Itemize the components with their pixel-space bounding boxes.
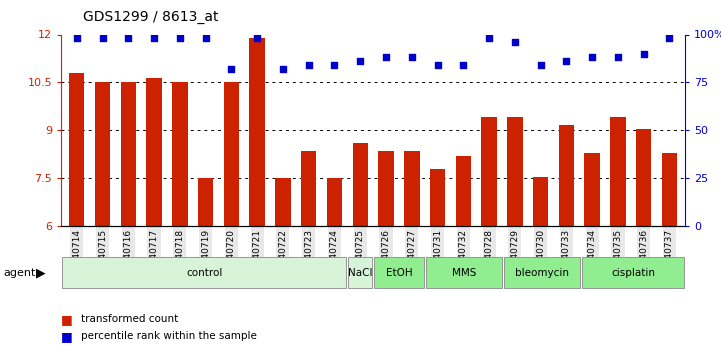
- Bar: [456, 156, 471, 226]
- Text: cisplatin: cisplatin: [611, 268, 655, 277]
- Bar: [69, 73, 84, 226]
- Bar: [582, 257, 684, 288]
- Text: ■: ■: [61, 313, 73, 326]
- Text: NaCl: NaCl: [348, 268, 372, 277]
- Text: percentile rank within the sample: percentile rank within the sample: [81, 332, 257, 341]
- Bar: [585, 152, 600, 226]
- Bar: [275, 178, 291, 226]
- Bar: [249, 38, 265, 226]
- Point: [561, 59, 572, 64]
- Bar: [610, 117, 626, 226]
- Point: [123, 36, 134, 41]
- Point: [277, 66, 288, 72]
- Point: [483, 36, 495, 41]
- Point: [71, 36, 82, 41]
- Bar: [533, 177, 549, 226]
- Text: transformed count: transformed count: [81, 314, 179, 324]
- Point: [586, 55, 598, 60]
- Bar: [507, 117, 523, 226]
- Bar: [559, 126, 574, 226]
- Text: ▶: ▶: [36, 266, 45, 279]
- Text: MMS: MMS: [452, 268, 477, 277]
- Bar: [636, 129, 652, 226]
- Bar: [353, 143, 368, 226]
- Bar: [662, 152, 677, 226]
- Point: [329, 62, 340, 68]
- Bar: [62, 257, 346, 288]
- Point: [509, 39, 521, 45]
- Point: [406, 55, 417, 60]
- Point: [200, 36, 211, 41]
- Bar: [94, 82, 110, 226]
- Point: [432, 62, 443, 68]
- Point: [355, 59, 366, 64]
- Point: [149, 36, 160, 41]
- Bar: [327, 178, 342, 226]
- Bar: [224, 82, 239, 226]
- Bar: [426, 257, 502, 288]
- Bar: [504, 257, 580, 288]
- Bar: [374, 257, 424, 288]
- Point: [97, 36, 108, 41]
- Bar: [146, 78, 162, 226]
- Point: [226, 66, 237, 72]
- Point: [252, 36, 263, 41]
- Text: ■: ■: [61, 330, 73, 343]
- Point: [380, 55, 392, 60]
- Point: [174, 36, 185, 41]
- Point: [638, 51, 650, 56]
- Bar: [482, 117, 497, 226]
- Bar: [120, 82, 136, 226]
- Text: control: control: [186, 268, 222, 277]
- Point: [612, 55, 624, 60]
- Point: [303, 62, 314, 68]
- Text: bleomycin: bleomycin: [515, 268, 569, 277]
- Point: [535, 62, 547, 68]
- Bar: [198, 178, 213, 226]
- Bar: [301, 151, 317, 226]
- Bar: [404, 151, 420, 226]
- Text: agent: agent: [4, 268, 36, 277]
- Bar: [348, 257, 372, 288]
- Point: [458, 62, 469, 68]
- Point: [664, 36, 676, 41]
- Text: GDS1299 / 8613_at: GDS1299 / 8613_at: [83, 10, 218, 24]
- Text: EtOH: EtOH: [386, 268, 412, 277]
- Bar: [430, 169, 446, 226]
- Bar: [172, 82, 187, 226]
- Bar: [379, 151, 394, 226]
